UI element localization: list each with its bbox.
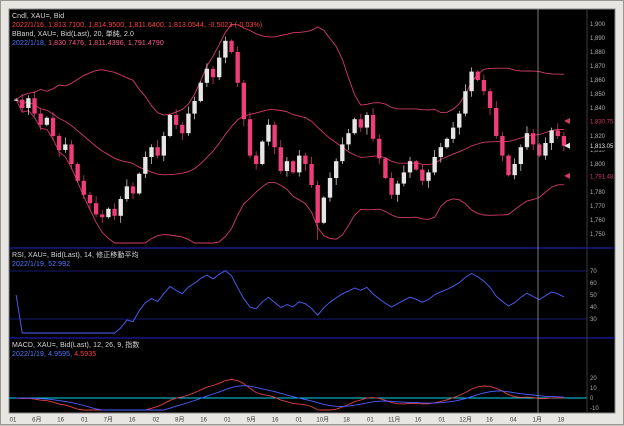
svg-text:1,813.05: 1,813.05: [590, 144, 614, 150]
svg-text:16: 16: [415, 418, 422, 424]
svg-text:1,800: 1,800: [590, 162, 606, 168]
svg-text:1,840: 1,840: [590, 106, 606, 112]
svg-text:1月: 1月: [533, 417, 542, 424]
svg-text:16: 16: [200, 418, 207, 424]
svg-text:16: 16: [129, 418, 136, 424]
svg-text:30: 30: [590, 317, 597, 323]
svg-text:70: 70: [590, 269, 597, 275]
svg-text:1,830.75: 1,830.75: [590, 119, 614, 125]
svg-text:18: 18: [343, 418, 350, 424]
svg-text:01: 01: [439, 418, 446, 424]
svg-text:16: 16: [272, 418, 279, 424]
svg-text:01: 01: [81, 418, 88, 424]
svg-text:01: 01: [296, 418, 303, 424]
macd-panel-region[interactable]: [9, 338, 587, 413]
svg-text:7月: 7月: [104, 417, 113, 424]
svg-text:40: 40: [590, 305, 597, 311]
svg-text:60: 60: [590, 281, 597, 287]
svg-text:04: 04: [510, 418, 517, 424]
svg-text:12月: 12月: [459, 417, 472, 424]
svg-text:16: 16: [486, 418, 493, 424]
svg-text:1,860: 1,860: [590, 78, 606, 84]
svg-text:9月: 9月: [247, 417, 256, 424]
price-axis[interactable]: [587, 9, 615, 413]
svg-text:1,880: 1,880: [590, 50, 606, 56]
svg-text:16: 16: [57, 418, 64, 424]
main-chart-region[interactable]: [9, 9, 587, 248]
svg-text:-10: -10: [590, 406, 599, 412]
time-axis[interactable]: [9, 413, 587, 426]
svg-text:01: 01: [10, 418, 17, 424]
svg-text:1,791.48: 1,791.48: [590, 174, 614, 180]
svg-text:6月: 6月: [32, 417, 41, 424]
svg-text:01: 01: [224, 418, 231, 424]
svg-text:1,900: 1,900: [590, 22, 606, 28]
svg-text:1,770: 1,770: [590, 204, 606, 210]
svg-text:1,810: 1,810: [590, 148, 606, 154]
svg-text:10: 10: [590, 386, 597, 392]
svg-text:8月: 8月: [175, 417, 184, 424]
svg-text:01: 01: [367, 418, 374, 424]
svg-text:1,820: 1,820: [590, 134, 606, 140]
svg-text:11月: 11月: [388, 417, 400, 424]
svg-text:18: 18: [558, 418, 565, 424]
crosshair-line: [537, 9, 539, 413]
svg-text:1,890: 1,890: [590, 36, 606, 42]
svg-text:1,870: 1,870: [590, 64, 606, 70]
rsi-panel-region[interactable]: [9, 248, 587, 338]
svg-text:1,750: 1,750: [590, 232, 606, 238]
svg-text:10月: 10月: [316, 417, 329, 424]
svg-text:50: 50: [590, 293, 597, 299]
svg-text:1,850: 1,850: [590, 92, 606, 98]
svg-text:0: 0: [590, 396, 594, 402]
svg-text:20: 20: [590, 376, 597, 382]
svg-text:1,760: 1,760: [590, 218, 606, 224]
svg-text:1,780: 1,780: [590, 190, 606, 196]
svg-text:02: 02: [153, 418, 160, 424]
